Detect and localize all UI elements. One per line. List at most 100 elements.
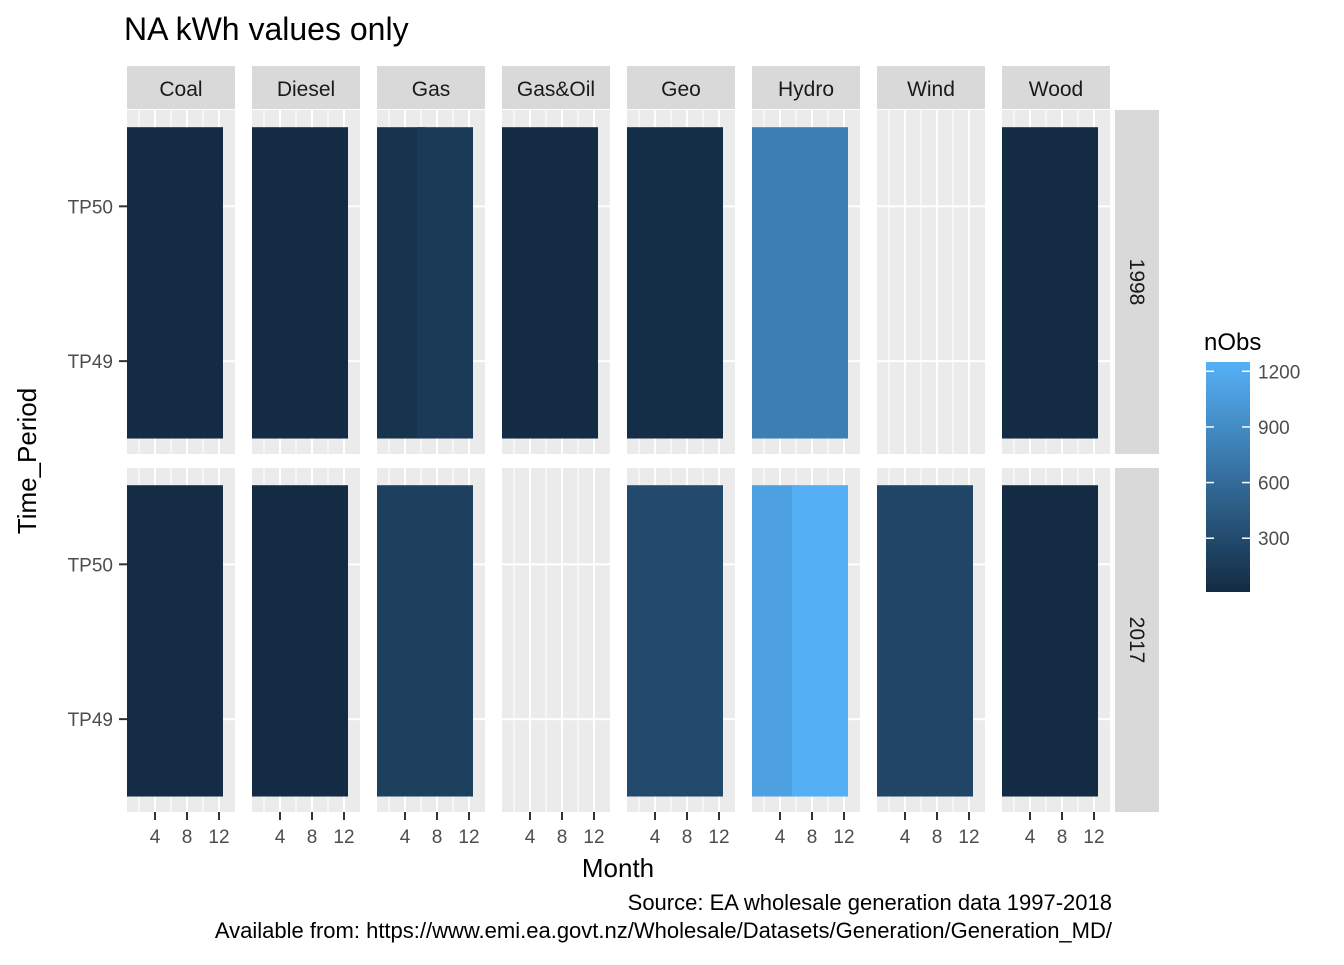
heatmap-tile — [502, 127, 598, 439]
strip-background — [502, 66, 610, 109]
heatmap-tile — [417, 127, 473, 439]
facet-panel-wind-1998 — [877, 110, 985, 454]
facet-strip-gas: Gas — [377, 66, 485, 109]
facet-strip-hydro: Hydro — [752, 66, 860, 109]
facet-row-strips: 1998 2017 — [1115, 110, 1159, 812]
facet-panel-wood-1998 — [1002, 110, 1110, 454]
strip-background — [127, 66, 235, 109]
x-tick-label: 12 — [333, 827, 354, 848]
facet-column-label: Diesel — [277, 78, 335, 101]
heatmap-tile — [252, 485, 348, 797]
x-tick-label: 4 — [775, 827, 786, 848]
caption-source: Source: EA wholesale generation data 199… — [628, 890, 1112, 915]
facet-column-label: Gas&Oil — [517, 78, 595, 101]
strip-background — [1002, 66, 1110, 109]
x-tick-label: 8 — [557, 827, 568, 848]
facet-panel-gas-1998 — [377, 110, 485, 454]
heatmap-tile — [752, 127, 848, 439]
x-tick-label: 8 — [1057, 827, 1068, 848]
x-tick-label: 12 — [1083, 827, 1104, 848]
legend-tick-label: 1200 — [1258, 362, 1300, 383]
facet-panel-gas-oil-2017 — [502, 468, 610, 812]
facet-panel-geo-2017 — [627, 468, 735, 812]
x-tick-label: 8 — [932, 827, 943, 848]
heatmap-tile — [127, 127, 223, 439]
strip-background — [877, 66, 985, 109]
facet-panel-hydro-1998 — [752, 110, 860, 454]
facet-column-label: Geo — [661, 78, 701, 101]
facet-column-label: Hydro — [778, 78, 834, 101]
strip-background — [627, 66, 735, 109]
facet-strip-coal: Coal — [127, 66, 235, 109]
y-tick-label: TP49 — [68, 710, 113, 731]
heatmap-tile — [252, 127, 348, 439]
facet-strip-2017: 2017 — [1115, 468, 1159, 812]
facet-column-label: Wood — [1029, 78, 1083, 101]
facet-strip-wind: Wind — [877, 66, 985, 109]
legend-tick-label: 900 — [1258, 418, 1290, 439]
facet-strip-1998: 1998 — [1115, 110, 1159, 454]
facet-panel-coal-2017 — [127, 468, 235, 812]
x-tick-label: 12 — [833, 827, 854, 848]
heatmap-tile — [1002, 485, 1098, 797]
facet-panels — [127, 110, 1110, 812]
strip-background — [752, 66, 860, 109]
strip-background — [377, 66, 485, 109]
legend-tick-label: 300 — [1258, 529, 1290, 550]
facet-strip-geo: Geo — [627, 66, 735, 109]
y-axis: TP49 TP50 TP49 TP50 — [68, 197, 127, 731]
legend-color-bar — [1206, 362, 1250, 592]
legend-title: nObs — [1204, 329, 1261, 356]
panel-background — [502, 468, 610, 812]
color-legend: nObs 300 600 900 1200 — [1204, 329, 1300, 592]
x-tick-label: 12 — [208, 827, 229, 848]
x-tick-label: 4 — [525, 827, 536, 848]
x-tick-label: 8 — [807, 827, 818, 848]
x-tick-label: 8 — [307, 827, 318, 848]
facet-column-label: Gas — [412, 78, 451, 101]
facet-strip-wood: Wood — [1002, 66, 1110, 109]
facet-strip-diesel: Diesel — [252, 66, 360, 109]
facet-panel-wood-2017 — [1002, 468, 1110, 812]
x-tick-label: 8 — [682, 827, 693, 848]
caption-available-from: Available from: https://www.emi.ea.govt.… — [215, 918, 1113, 943]
facet-panel-hydro-2017 — [752, 468, 860, 812]
heatmap-tile — [1002, 127, 1098, 439]
facet-panel-diesel-2017 — [252, 468, 360, 812]
facet-column-strips: Coal Diesel Gas Gas&Oil Geo Hydro Wind Wood — [127, 66, 1110, 109]
x-tick-label: 8 — [432, 827, 443, 848]
panel-background — [877, 110, 985, 454]
x-tick-label: 4 — [400, 827, 411, 848]
x-tick-label: 12 — [458, 827, 479, 848]
x-axis: 4 8 12 4 8 12 4 8 12 4 8 12 4 8 12 4 8 12 4 8 12 4 8 12 — [150, 812, 1105, 848]
x-tick-label: 4 — [650, 827, 661, 848]
heatmap-tile — [877, 485, 973, 797]
facet-panel-gas-oil-1998 — [502, 110, 610, 454]
facet-panel-gas-2017 — [377, 468, 485, 812]
legend-tick-label: 600 — [1258, 474, 1290, 495]
x-tick-label: 12 — [958, 827, 979, 848]
facet-panel-wind-2017 — [877, 468, 985, 812]
facet-row-label: 1998 — [1125, 259, 1148, 306]
x-tick-label: 12 — [583, 827, 604, 848]
x-axis-label: Month — [582, 853, 654, 883]
legend-ticks: 300 600 900 1200 — [1206, 362, 1300, 550]
heatmap-tile — [792, 485, 848, 797]
x-tick-label: 8 — [182, 827, 193, 848]
strip-background — [252, 66, 360, 109]
y-tick-label: TP50 — [68, 197, 113, 218]
strip-background — [1115, 110, 1159, 454]
y-tick-label: TP49 — [68, 352, 113, 373]
heatmap-tile — [627, 485, 723, 797]
heatmap-tile — [127, 485, 223, 797]
facet-column-label: Wind — [907, 78, 955, 101]
heatmap-tile — [377, 485, 473, 797]
x-tick-label: 12 — [708, 827, 729, 848]
facet-row-label: 2017 — [1125, 617, 1148, 664]
x-tick-label: 4 — [150, 827, 161, 848]
facet-panel-diesel-1998 — [252, 110, 360, 454]
facet-column-label: Coal — [159, 78, 202, 101]
heatmap-tile — [627, 127, 723, 439]
